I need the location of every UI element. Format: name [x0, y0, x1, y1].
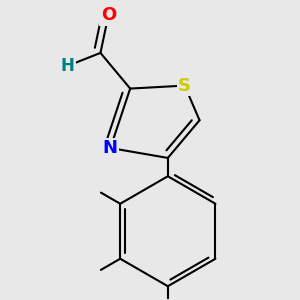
Text: O: O — [101, 6, 116, 24]
Text: H: H — [61, 57, 75, 75]
Text: S: S — [178, 76, 191, 94]
Text: N: N — [103, 139, 118, 157]
